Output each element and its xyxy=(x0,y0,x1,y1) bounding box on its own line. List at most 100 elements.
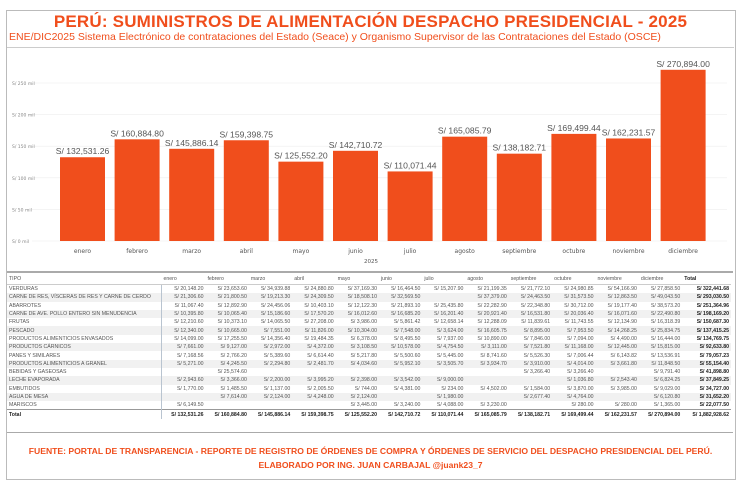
column-header[interactable]: junio xyxy=(378,273,423,285)
cell-value: S/ 79,057.23 xyxy=(699,352,729,359)
y-tick-label: S/ 250 mil xyxy=(12,81,35,87)
column-header[interactable]: abril xyxy=(292,273,336,285)
cell-value: S/ 31,573.50 xyxy=(552,293,596,302)
cell-value: S/ 22,348.80 xyxy=(520,302,551,309)
cell-value: S/ 21,772.10 xyxy=(520,286,551,293)
cell-value: S/ 1,584.00 xyxy=(523,385,551,392)
row-label: CARNE DE RES, VÍSCERAS DE RES Y CARNE DE… xyxy=(7,293,162,302)
cell-value: S/ 125,552.20 xyxy=(335,409,379,419)
column-header[interactable]: enero xyxy=(161,273,206,285)
cell-value: S/ 7,548.00 xyxy=(378,326,423,335)
cell-value: S/ 24,309.50 xyxy=(292,293,336,302)
cell-value: S/ 3,995.20 xyxy=(292,376,336,385)
cell-value: S/ 293,030.50 xyxy=(682,293,731,302)
bar-chart: S/ 0 mil S/ 50 mil S/ 100 mil S/ 150 mil S/ … xyxy=(12,59,727,265)
bar-julio xyxy=(387,171,433,241)
cell-value: S/ 7,168.56 xyxy=(176,352,204,359)
x-tick-label: septiembre xyxy=(502,248,536,255)
row-label: VERDURAS xyxy=(7,284,162,294)
cell-value: S/ 7,953.50 xyxy=(552,326,596,335)
cell-value: S/ 132,531.26 xyxy=(161,409,206,419)
cell-value: S/ 13,536.91 xyxy=(650,352,681,359)
cell-value: S/ 6,149.50 xyxy=(176,402,204,409)
footer-author: ELABORADO POR ING. JUAN CARBAJAL @juank2… xyxy=(258,460,483,470)
cell-value: S/ 14,065.50 xyxy=(260,319,291,326)
y-tick-label: S/ 150 mil xyxy=(12,144,35,150)
cell-value xyxy=(249,401,292,410)
column-header[interactable]: diciembre xyxy=(638,273,683,285)
cell-value: S/ 280.00 xyxy=(614,402,637,409)
cell-value: S/ 15,815.00 xyxy=(638,343,683,352)
table-row: PRODUCTOS ALIMENTICIOS ENVASADOS S/ 14,09… xyxy=(7,334,731,344)
bar-febrero xyxy=(114,139,160,241)
cell-value: S/ 137,415.25 xyxy=(682,326,731,335)
cell-value: S/ 159,398.75 xyxy=(292,409,336,419)
cell-value: S/ 3,366.00 xyxy=(205,376,249,385)
column-header[interactable]: mayo xyxy=(335,273,379,285)
page-subtitle: ENE/DIC2025 Sistema Electrónico de contr… xyxy=(9,31,661,43)
cell-value: S/ 4,381.00 xyxy=(393,385,421,392)
cell-value: S/ 744.00 xyxy=(354,385,377,392)
x-tick-label: diciembre xyxy=(668,248,698,255)
table-row: PRODUCTOS ALIMENTICIOS A GRANEL S/ 5,271.… xyxy=(7,359,731,368)
cell-value: S/ 3,986.00 xyxy=(350,319,377,326)
column-header[interactable]: julio xyxy=(422,273,466,285)
x-tick-label: abril xyxy=(240,248,254,255)
cell-value: S/ 21,893.10 xyxy=(390,302,421,309)
cell-value: S/ 4,245.50 xyxy=(205,359,249,368)
cell-value: S/ 41,898.80 xyxy=(699,369,729,376)
cell-value: S/ 1,485.50 xyxy=(220,385,247,392)
cell-value: S/ 16,531.80 xyxy=(508,309,553,319)
cell-value: S/ 19,213.30 xyxy=(248,293,293,302)
cell-value: S/ 6,614.40 xyxy=(307,352,334,359)
cell-value: S/ 1,365.00 xyxy=(653,402,681,409)
column-header[interactable]: TIPO xyxy=(7,273,162,285)
row-label: PANES Y SIMILARES xyxy=(7,351,162,360)
column-header[interactable]: septiembre xyxy=(508,273,553,285)
cell-value: S/ 6,120.80 xyxy=(638,392,683,402)
cell-value: S/ 142,710.72 xyxy=(378,409,423,419)
cell-value: S/ 12,210.60 xyxy=(174,319,204,326)
cell-value xyxy=(249,368,292,376)
row-label: Total xyxy=(7,409,162,419)
cell-value xyxy=(422,293,466,302)
x-tick-label: junio xyxy=(347,248,363,255)
column-header[interactable]: agosto xyxy=(465,273,509,285)
cell-value: S/ 23,653.60 xyxy=(217,286,247,293)
cell-value: S/ 3,266.40 xyxy=(523,369,551,376)
table-header: TIPO enero febrero marzo abril mayo junio julio… xyxy=(7,273,731,285)
cell-value: S/ 12,340.00 xyxy=(161,326,206,335)
column-header[interactable]: noviembre xyxy=(595,273,639,285)
column-header[interactable]: febrero xyxy=(205,273,249,285)
cell-value: S/ 3,661.80 xyxy=(595,359,639,368)
cell-value: S/ 24,463.50 xyxy=(508,293,553,302)
cell-value: S/ 270,894.00 xyxy=(638,409,683,419)
cell-value: S/ 12,122.30 xyxy=(347,302,377,309)
cell-value xyxy=(205,401,248,410)
cell-value: S/ 24,980.85 xyxy=(564,286,594,293)
cell-value: S/ 15,207.90 xyxy=(433,286,464,293)
cell-value: S/ 22,282.90 xyxy=(477,302,507,309)
cell-value: S/ 4,764.00 xyxy=(552,392,596,402)
cell-value: S/ 3,445.00 xyxy=(350,402,377,409)
y-tick-label: S/ 100 mil xyxy=(12,176,35,182)
cell-value: S/ 2,543.40 xyxy=(595,376,639,385)
table-row: MARISCOS S/ 6,149.50 S/ 3,445.00 S/ 3,240.0… xyxy=(7,401,731,410)
data-label: S/ 125,552.20 xyxy=(274,151,328,161)
cell-value xyxy=(336,368,379,376)
column-header[interactable]: Total xyxy=(682,273,731,285)
column-header[interactable]: marzo xyxy=(248,273,293,285)
cell-value xyxy=(378,392,423,402)
cell-value: S/ 14,356.40 xyxy=(260,335,291,342)
cell-value: S/ 11,839.61 xyxy=(521,319,551,326)
cell-value: S/ 6,143.82 xyxy=(610,352,637,359)
cell-value: S/ 8,895.00 xyxy=(508,326,553,335)
cell-value: S/ 145,886.14 xyxy=(248,409,293,419)
cell-value: S/ 322,441.68 xyxy=(696,286,729,293)
cell-value: S/ 54,166.90 xyxy=(607,286,637,293)
cell-value: S/ 169,499.44 xyxy=(552,409,596,419)
cell-value: S/ 11,743.55 xyxy=(564,319,594,326)
cell-value xyxy=(162,368,206,376)
column-header[interactable]: octubre xyxy=(552,273,596,285)
cell-value: S/ 5,271.00 xyxy=(161,359,206,368)
